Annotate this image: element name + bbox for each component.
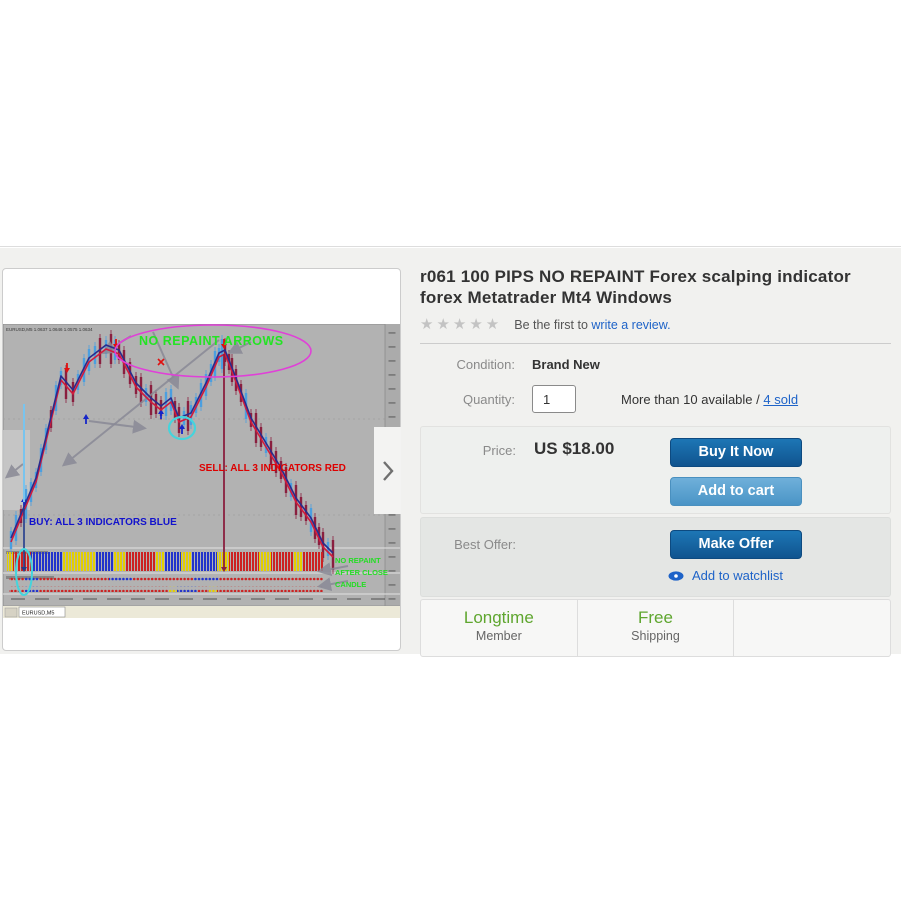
next-image-button[interactable] (374, 427, 401, 514)
add-to-cart-button[interactable]: Add to cart (670, 477, 802, 506)
chart-note-line-1: NO REPAINT (335, 556, 381, 565)
star-rating-icons: ★★★★★ (420, 316, 503, 333)
price-panel: Price: US $18.00 Buy It Now Add to cart (420, 426, 891, 514)
best-offer-panel: Best Offer: Make Offer Add to watchlist (420, 517, 891, 597)
sold-count-link[interactable]: 4 sold (763, 391, 799, 407)
benefits-panel: Longtime Member Free Shipping (420, 599, 891, 657)
review-prompt-text: Be the first to (514, 318, 592, 332)
benefit-bottom-label: Member (475, 629, 522, 643)
price-label: Price: (482, 443, 516, 458)
review-prompt: Be the first to write a review. (514, 318, 670, 332)
eye-icon (668, 570, 684, 581)
product-image-card: EURUSD,M5 1.0637 1.0646 1.0575 1.0634 NO… (2, 268, 401, 651)
benefit-longtime-member: Longtime Member (421, 600, 578, 656)
best-offer-label: Best Offer: (454, 537, 516, 552)
chart-headline-annotation: NO REPAINT ARROWS (139, 334, 284, 348)
make-offer-button[interactable]: Make Offer (670, 530, 802, 559)
availability-count: More than 10 available / (621, 391, 764, 407)
quantity-label: Quantity: (462, 391, 515, 407)
cyan-signal-ellipse (15, 548, 33, 596)
mt4-chart-tab[interactable] (18, 606, 66, 618)
condition-value: Brand New (532, 357, 600, 372)
write-review-link[interactable]: write a review. (591, 318, 671, 332)
condition-label: Condition: (456, 357, 515, 372)
price-value: US $18.00 (534, 439, 615, 458)
benefit-top-label: Longtime (463, 608, 534, 627)
quantity-input[interactable] (532, 385, 576, 413)
ma-line-red (10, 348, 334, 558)
chevron-right-icon (382, 460, 394, 481)
mt4-chart-tab-label: EURUSD,M5 (22, 611, 54, 617)
chart-note-line-3: CANDLE (335, 580, 366, 589)
listing-title: r061 100 PIPS NO REPAINT Forex scalping … (420, 267, 851, 307)
chart-buy-annotation: BUY: ALL 3 INDICATORS BLUE (29, 517, 177, 528)
mt4-tab-bar (3, 606, 400, 618)
section-divider (0, 246, 901, 247)
details-divider (420, 343, 891, 344)
benefit-bottom-label: Shipping (631, 629, 680, 643)
add-to-watchlist[interactable]: Add to watchlist (668, 568, 783, 583)
buy-it-now-button[interactable]: Buy It Now (670, 438, 802, 467)
ma-line-navy (10, 344, 334, 554)
listing-details: r061 100 PIPS NO REPAINT Forex scalping … (420, 266, 891, 657)
magenta-ellipse-annotation (114, 324, 312, 378)
benefit-top-label: Free (638, 608, 673, 627)
cyan-circle-annotation (167, 415, 197, 441)
chart-note-line-2: AFTER CLOSE (335, 568, 388, 577)
add-to-watchlist-label: Add to watchlist (692, 568, 784, 583)
benefit-empty-cell (734, 600, 890, 656)
product-image[interactable]: EURUSD,M5 1.0637 1.0646 1.0575 1.0634 NO… (2, 323, 401, 619)
benefit-free-shipping: Free Shipping (578, 600, 735, 656)
availability-text: More than 10 available / 4 sold (621, 392, 798, 407)
chart-sell-annotation: SELL: ALL 3 INDICATORS RED (199, 463, 346, 474)
chart-ohlc-label: EURUSD,M5 1.0637 1.0646 1.0575 1.0634 (6, 327, 93, 332)
